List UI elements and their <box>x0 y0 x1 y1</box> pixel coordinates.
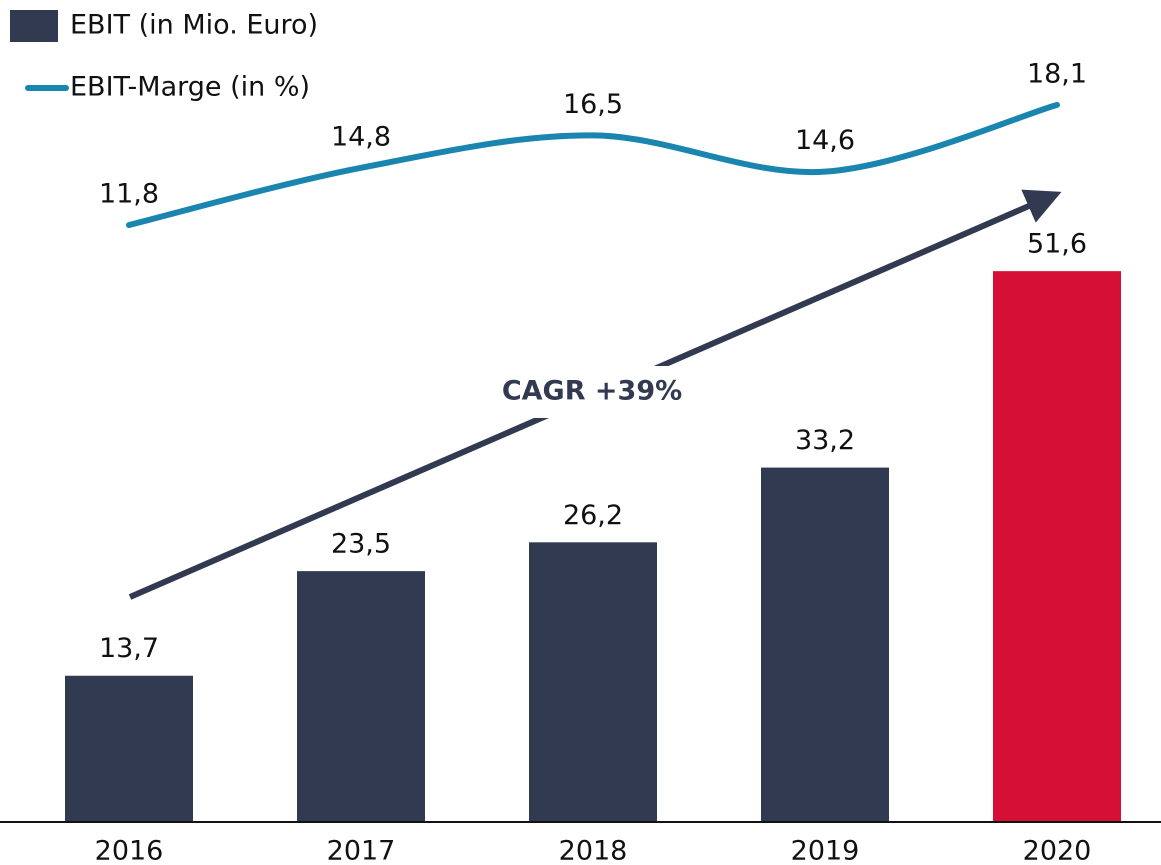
data-label: 13,7 <box>99 633 159 664</box>
bar <box>65 675 193 822</box>
bar <box>993 271 1121 822</box>
data-label: 16,5 <box>563 89 623 120</box>
data-label: 18,1 <box>1027 58 1087 89</box>
bar <box>761 467 889 822</box>
bar <box>297 571 425 822</box>
annotation: CAGR +39% <box>502 376 682 407</box>
x-tick-label: 2016 <box>95 836 164 865</box>
x-tick-label: 2019 <box>791 836 860 865</box>
x-tick-label: 2020 <box>1023 836 1092 865</box>
legend-swatch <box>10 10 58 42</box>
line <box>126 101 1060 229</box>
bar <box>529 542 657 822</box>
x-tick-label: 2017 <box>327 836 396 865</box>
data-label: 33,2 <box>795 425 855 456</box>
x-tick-label: 2018 <box>559 836 628 865</box>
legend-label: EBIT (in Mio. Euro) <box>70 10 318 41</box>
data-label: 51,6 <box>1027 229 1087 260</box>
data-label: 14,6 <box>795 125 855 156</box>
data-label: 14,8 <box>331 121 391 152</box>
annotation-background <box>490 366 694 418</box>
data-label: 11,8 <box>99 179 159 210</box>
data-label: 23,5 <box>331 529 391 560</box>
legend-label: EBIT-Marge (in %) <box>70 72 310 103</box>
data-label: 26,2 <box>563 500 623 531</box>
